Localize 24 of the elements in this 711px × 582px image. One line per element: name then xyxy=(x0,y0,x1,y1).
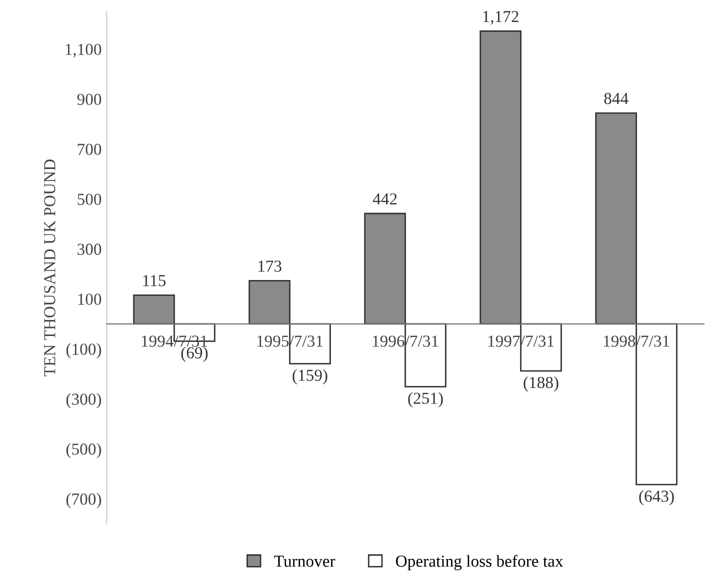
data-label: 115 xyxy=(143,275,166,286)
y-tick-label: 1,100 xyxy=(66,44,102,58)
y-tick-label: (500) xyxy=(66,443,102,458)
data-label: 442 xyxy=(372,193,397,204)
x-tick-label: 1994/7/31 xyxy=(142,336,208,347)
y-tick-label: 700 xyxy=(78,144,102,155)
y-tick-label: (100) xyxy=(66,343,102,358)
data-label: (643) xyxy=(639,490,674,506)
y-tick-label: 100 xyxy=(78,294,102,305)
y-tick-label: 900 xyxy=(77,94,102,106)
y-tick-label: (700) xyxy=(66,493,102,508)
data-label: (159) xyxy=(292,369,328,384)
legend-label: Operating loss before tax xyxy=(396,554,564,570)
data-label: (69) xyxy=(181,346,208,362)
data-label: 173 xyxy=(258,260,282,272)
legend-label: Turnover xyxy=(274,556,336,567)
data-label: 844 xyxy=(604,92,628,104)
data-label: (188) xyxy=(524,376,558,392)
data-label: 1,172 xyxy=(483,10,518,25)
y-axis-title: TEN THOUSAND UK POUND xyxy=(44,160,56,376)
y-tick-label: 300 xyxy=(78,244,102,255)
y-tick-label: 500 xyxy=(78,194,102,205)
data-label: (251) xyxy=(408,392,443,408)
y-tick-label: (300) xyxy=(66,393,102,408)
